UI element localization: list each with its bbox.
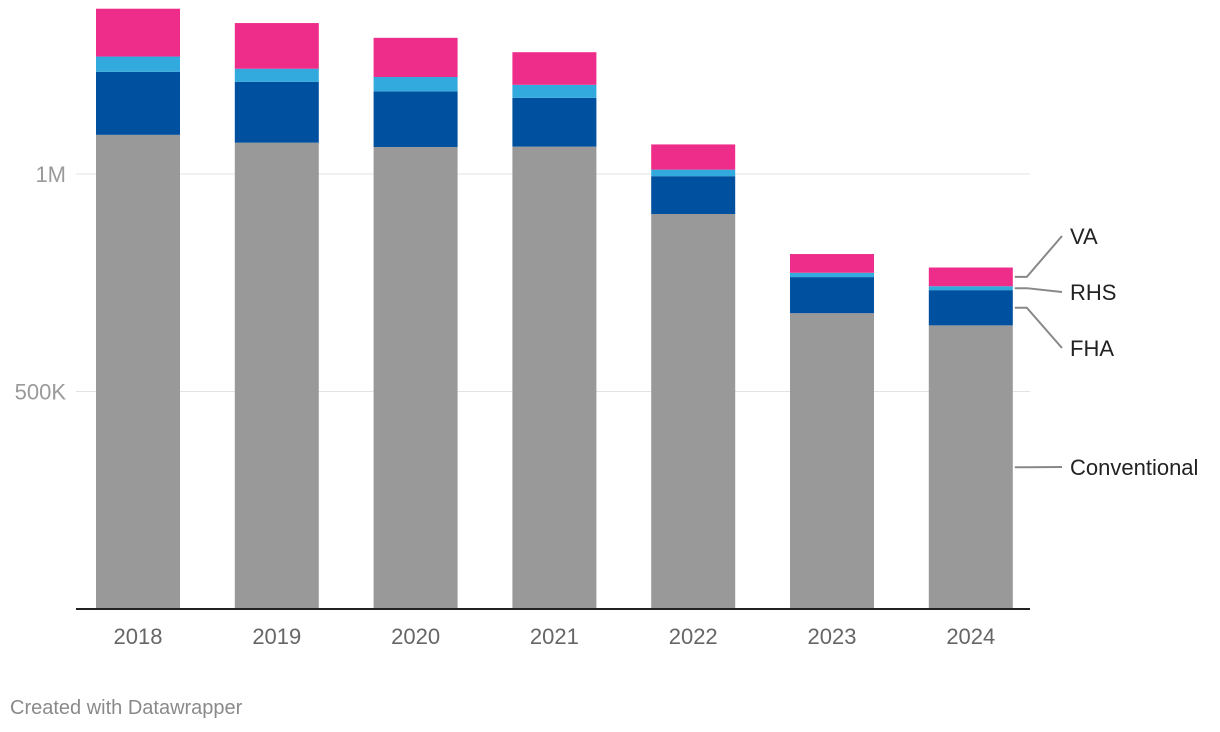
bar-va-2019	[234, 23, 319, 69]
legend-leader-rhs	[1014, 287, 1063, 293]
x-tick-label-2024: 2024	[946, 624, 995, 649]
bar-fha-2018	[96, 71, 180, 135]
x-tick-label-2021: 2021	[530, 624, 579, 649]
legend-leader-va	[1014, 235, 1063, 278]
legend: Conventional FHA RHS VA	[1014, 224, 1198, 480]
bar-va-2018	[96, 8, 180, 57]
bar-fha-2021	[512, 97, 597, 147]
x-tick-label-2020: 2020	[391, 624, 440, 649]
bar-va-2021	[512, 52, 597, 85]
x-tick-label-2022: 2022	[669, 624, 718, 649]
x-tick-label-2018: 2018	[114, 624, 163, 649]
bar-va-2020	[373, 37, 458, 77]
bar-fha-2020	[373, 91, 458, 148]
bar-va-2022	[651, 144, 736, 170]
bar-conventional-2023	[790, 313, 874, 609]
bar-fha-2024	[928, 290, 1013, 326]
bar-conventional-2022	[651, 214, 736, 609]
x-axis-labels: 2018 2019 2020 2021 2022 2023 2024	[114, 624, 996, 649]
credit-text: Created with Datawrapper	[10, 697, 243, 719]
bar-rhs-2020	[373, 76, 458, 92]
legend-label-conventional: Conventional	[1070, 455, 1198, 480]
bar-fha-2019	[234, 81, 319, 143]
bar-conventional-2018	[96, 134, 180, 609]
bar-fha-2022	[651, 176, 736, 215]
bar-conventional-2021	[512, 146, 597, 609]
bar-conventional-2024	[928, 325, 1013, 609]
bar-fha-2023	[790, 277, 874, 314]
bar-va-2024	[928, 267, 1013, 287]
bar-rhs-2018	[96, 56, 180, 72]
bars	[96, 8, 1013, 609]
bar-conventional-2020	[373, 147, 458, 609]
bar-rhs-2024	[928, 286, 1013, 291]
bar-rhs-2022	[651, 169, 736, 177]
bar-rhs-2023	[790, 272, 874, 278]
x-tick-label-2019: 2019	[252, 624, 301, 649]
bar-va-2023	[790, 254, 874, 273]
stacked-bar-chart: 500K 1M 2018 2019 2020 2021 2022 2023 2024 Conv…	[15, 8, 1198, 649]
x-tick-label-2023: 2023	[808, 624, 857, 649]
legend-leader-fha	[1014, 306, 1063, 349]
y-tick-label-1m: 1M	[35, 162, 66, 187]
bar-conventional-2019	[234, 142, 319, 609]
bar-rhs-2021	[512, 84, 597, 98]
legend-label-fha: FHA	[1070, 336, 1114, 361]
legend-label-va: VA	[1070, 224, 1098, 249]
y-tick-label-500k: 500K	[15, 380, 67, 405]
bar-rhs-2019	[234, 68, 319, 82]
legend-label-rhs: RHS	[1070, 280, 1116, 305]
